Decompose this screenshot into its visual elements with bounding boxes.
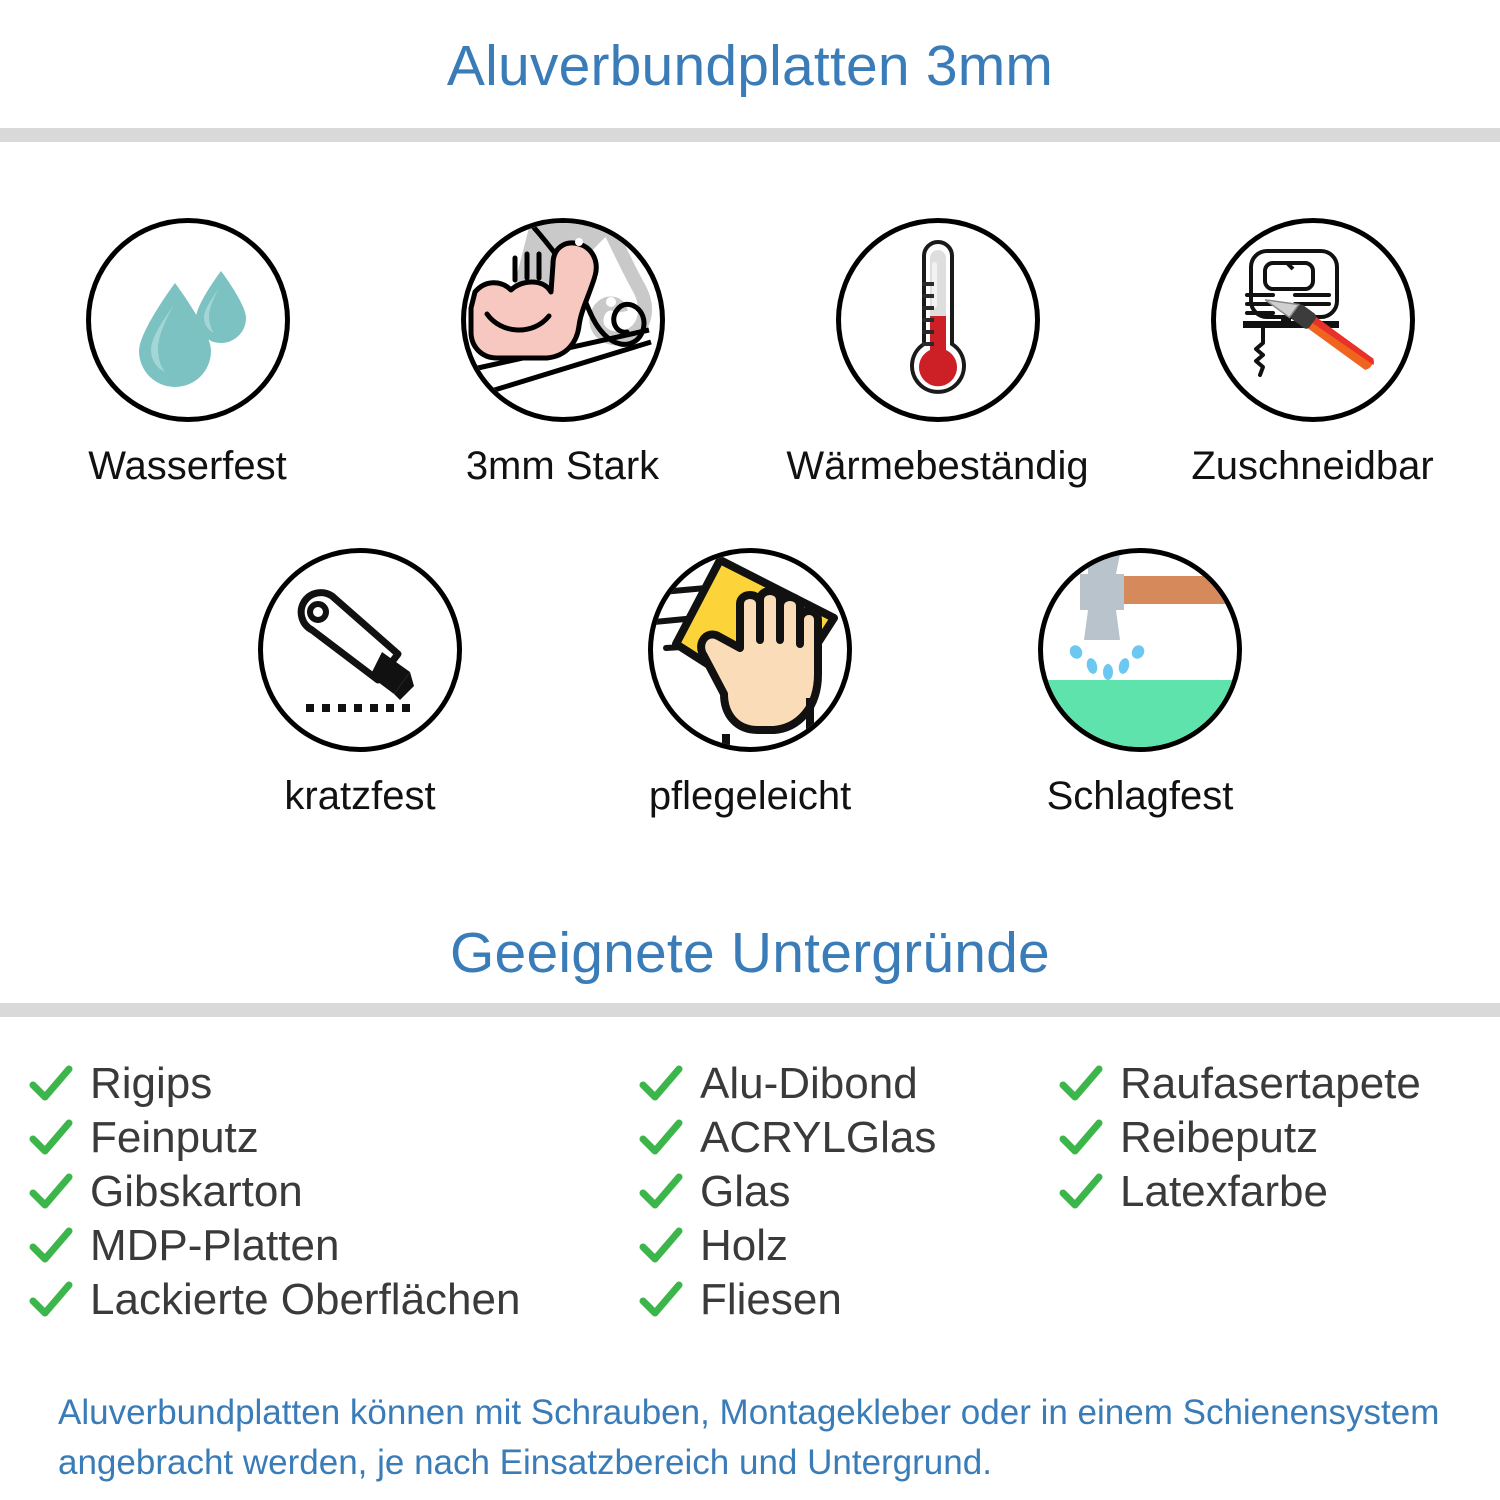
feature-icon-circle bbox=[460, 218, 665, 422]
list-item: Fliesen bbox=[638, 1274, 1058, 1326]
list-item: Glas bbox=[638, 1166, 1058, 1218]
list-item-label: Rigips bbox=[90, 1059, 213, 1108]
feature-icon-circle bbox=[835, 218, 1040, 422]
feature-label: Zuschneidbar bbox=[1191, 444, 1434, 488]
flexed-arm-icon bbox=[466, 223, 660, 417]
feature-wasserfest: Wasserfest bbox=[0, 218, 375, 488]
feature-zuschneidbar: Zuschneidbar bbox=[1125, 218, 1500, 488]
feature-label: Wärmebeständig bbox=[786, 444, 1089, 488]
list-item: Rigips bbox=[28, 1058, 638, 1110]
check-icon bbox=[1058, 1061, 1104, 1107]
list-item-label: ACRYLGlas bbox=[700, 1113, 937, 1162]
list-item-label: Raufasertapete bbox=[1120, 1059, 1421, 1108]
feature-label: kratzfest bbox=[284, 774, 436, 818]
feature-row-primary: Wasserfest bbox=[0, 218, 1500, 488]
check-icon bbox=[28, 1169, 74, 1215]
list-item: MDP-Platten bbox=[28, 1220, 638, 1272]
check-icon bbox=[28, 1115, 74, 1161]
list-item-label: Latexfarbe bbox=[1120, 1167, 1328, 1216]
list-item-label: Alu-Dibond bbox=[700, 1059, 918, 1108]
checklist-column-1: Rigips Feinputz Gibskarton MDP-Platten bbox=[28, 1058, 638, 1328]
feature-label: 3mm Stark bbox=[465, 444, 660, 488]
mounting-note: Aluverbundplatten können mit Schrauben, … bbox=[58, 1393, 1440, 1482]
hammer-impact-icon bbox=[1043, 553, 1237, 747]
feature-waermebestaendig: Wärmebeständig bbox=[750, 218, 1125, 488]
list-item: Lackierte Oberflächen bbox=[28, 1274, 638, 1326]
list-item-label: Feinputz bbox=[90, 1113, 259, 1162]
list-item: ACRYLGlas bbox=[638, 1112, 1058, 1164]
list-item-label: Fliesen bbox=[700, 1275, 842, 1324]
list-item: Reibeputz bbox=[1058, 1112, 1478, 1164]
feature-label: Schlagfest bbox=[1046, 774, 1234, 818]
thermometer-icon bbox=[878, 240, 998, 400]
feature-icon-circle bbox=[85, 218, 290, 422]
list-item-label: Glas bbox=[700, 1167, 791, 1216]
list-item-label: Reibeputz bbox=[1120, 1113, 1319, 1162]
check-icon bbox=[1058, 1169, 1104, 1215]
feature-icon-circle bbox=[258, 548, 462, 752]
check-icon bbox=[1058, 1115, 1104, 1161]
check-icon bbox=[638, 1115, 684, 1161]
feature-kratzfest: kratzfest bbox=[165, 548, 555, 818]
check-icon bbox=[638, 1223, 684, 1269]
water-drops-icon bbox=[113, 245, 263, 395]
feature-pflegeleicht: pflegeleicht bbox=[555, 548, 945, 818]
list-item: Feinputz bbox=[28, 1112, 638, 1164]
list-item-label: Gibskarton bbox=[90, 1167, 303, 1216]
check-icon bbox=[28, 1061, 74, 1107]
list-item-label: Holz bbox=[700, 1221, 789, 1270]
feature-icon-circle bbox=[648, 548, 852, 752]
checklist-column-3: Raufasertapete Reibeputz Latexfarbe bbox=[1058, 1058, 1478, 1220]
list-item: Holz bbox=[638, 1220, 1058, 1272]
substrates-title: Geeignete Untergründe bbox=[450, 921, 1050, 985]
feature-label: pflegeleicht bbox=[648, 774, 852, 818]
checklist-column-2: Alu-Dibond ACRYLGlas Glas Holz bbox=[638, 1058, 1058, 1328]
list-item: Latexfarbe bbox=[1058, 1166, 1478, 1218]
list-item-label: Lackierte Oberflächen bbox=[90, 1275, 521, 1324]
check-icon bbox=[28, 1223, 74, 1269]
check-icon bbox=[638, 1169, 684, 1215]
substrates-checklist: Rigips Feinputz Gibskarton MDP-Platten bbox=[28, 1058, 1478, 1328]
feature-schlagfest: Schlagfest bbox=[945, 548, 1335, 818]
feature-row-secondary: kratzfest bbox=[0, 548, 1500, 818]
check-icon bbox=[638, 1277, 684, 1323]
list-item: Gibskarton bbox=[28, 1166, 638, 1218]
divider-top bbox=[0, 128, 1500, 142]
feature-icon-circle bbox=[1038, 548, 1242, 752]
page-title: Aluverbundplatten 3mm bbox=[446, 34, 1054, 98]
list-item: Alu-Dibond bbox=[638, 1058, 1058, 1110]
feature-icon-circle bbox=[1210, 218, 1415, 422]
check-icon bbox=[638, 1061, 684, 1107]
cutter-knife-icon bbox=[278, 568, 443, 733]
feature-label: Wasserfest bbox=[88, 444, 287, 488]
jigsaw-knife-icon bbox=[1225, 233, 1400, 408]
divider-middle bbox=[0, 1003, 1500, 1017]
list-item: Raufasertapete bbox=[1058, 1058, 1478, 1110]
list-item-label: MDP-Platten bbox=[90, 1221, 340, 1270]
feature-3mm-stark: 3mm Stark bbox=[375, 218, 750, 488]
hand-cloth-icon bbox=[653, 553, 847, 747]
check-icon bbox=[28, 1277, 74, 1323]
